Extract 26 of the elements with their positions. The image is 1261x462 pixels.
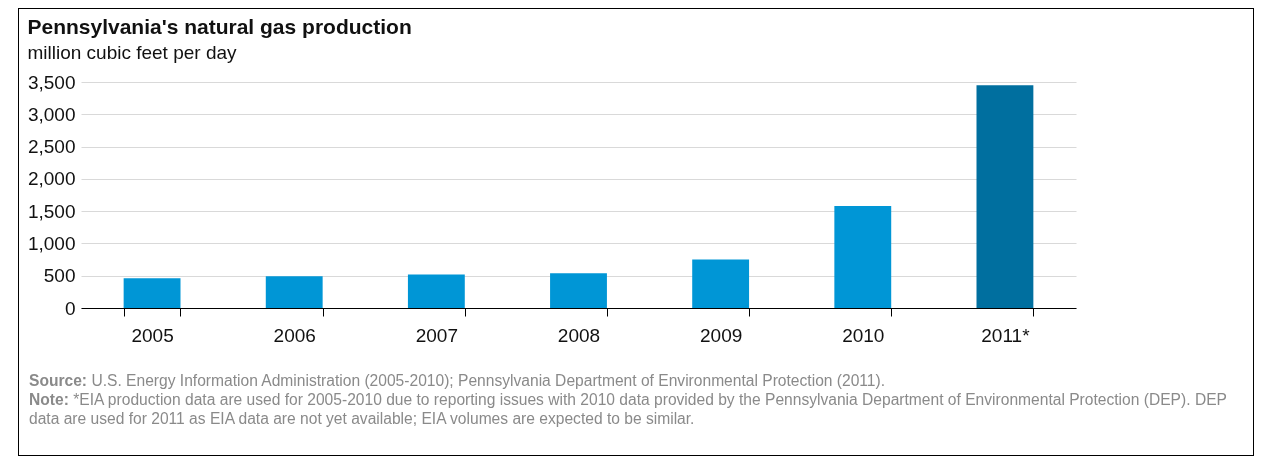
chart-title: Pennsylvania's natural gas production bbox=[27, 15, 412, 38]
source-note: Source: U.S. Energy Information Administration (2005-2010); Pennsylvania Department of Environmental Protection (2011). bbox=[29, 371, 887, 390]
text: Note: *EIA production data are used for 2005-2010 due to reporting issues with 2010 data provided by the Pennsylvania Department of Environmental Protection (DEP). DEP data are used for 2011 as EIA data are not yet available; EIA volumes are expected to be similar. bbox=[29, 390, 1228, 428]
x-tick-label: 2007 bbox=[415, 324, 458, 346]
y-tick-label: 500 bbox=[43, 265, 76, 287]
bar bbox=[407, 274, 465, 308]
bar bbox=[265, 276, 323, 308]
y-tick-label: 3,000 bbox=[27, 103, 76, 125]
x-tick-label: 2011* bbox=[981, 324, 1031, 346]
y-tick-label: 2,500 bbox=[27, 136, 76, 158]
y-tick-label: 3,500 bbox=[27, 71, 76, 93]
y-tick-label: 1,500 bbox=[27, 200, 76, 222]
bar bbox=[123, 278, 181, 308]
y-tick-label: 0 bbox=[64, 297, 76, 319]
x-tick-label: 2009 bbox=[700, 324, 743, 346]
bar bbox=[834, 205, 892, 308]
x-tick-label: 2005 bbox=[131, 324, 174, 346]
y-tick-label: 2,000 bbox=[27, 168, 76, 190]
chart-subtitle: million cubic feet per day bbox=[27, 42, 238, 63]
bar bbox=[976, 85, 1034, 308]
x-tick-label: 2006 bbox=[273, 324, 316, 346]
bar bbox=[692, 259, 750, 308]
x-tick-label: 2008 bbox=[557, 324, 601, 346]
x-tick-label: 2010 bbox=[842, 324, 885, 346]
y-tick-label: 1,000 bbox=[27, 232, 76, 254]
bar bbox=[550, 273, 607, 308]
